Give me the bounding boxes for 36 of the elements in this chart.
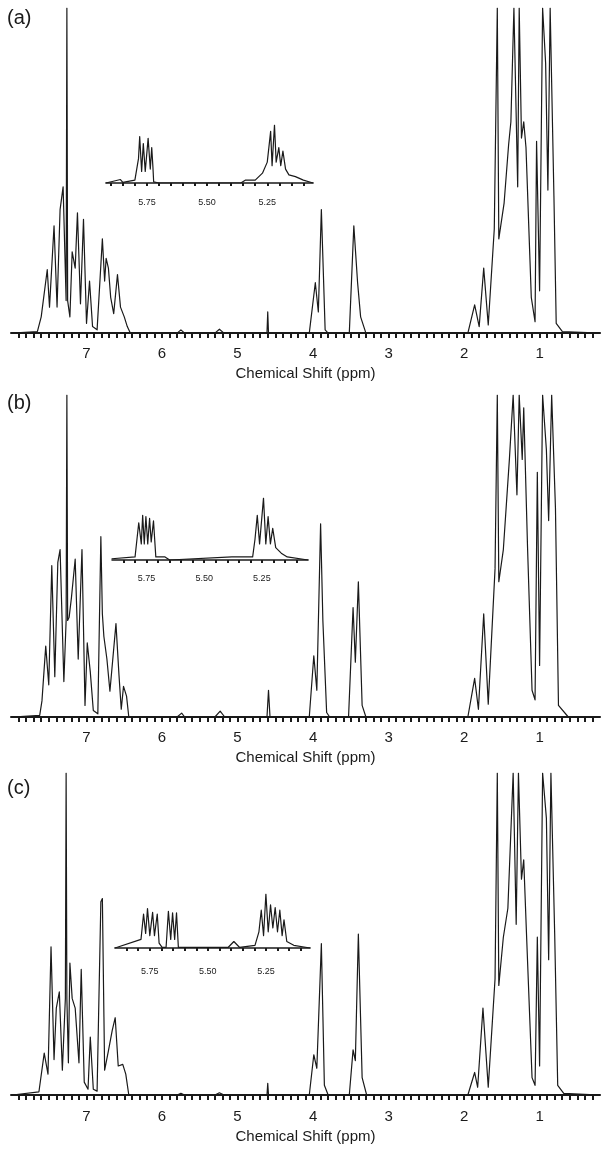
x-tick-label: 6	[157, 1107, 167, 1124]
x-tick-label: 5.75	[137, 572, 156, 583]
x-tick-label: 5.50	[195, 572, 213, 583]
x-tick-label: 7	[82, 1107, 91, 1124]
x-tick-label: 5.75	[138, 196, 156, 207]
x-tick-label: 2	[459, 728, 469, 745]
x-tick-label: 3	[384, 344, 393, 362]
x-tick-label: 1	[535, 344, 544, 362]
x-tick-label: 2	[459, 1107, 469, 1124]
x-tick-label: 5.25	[258, 196, 277, 207]
x-tick-label: 5.50	[199, 965, 217, 976]
chart-title: (c)	[7, 776, 31, 798]
x-axis-title: Chemical Shift (ppm)	[235, 747, 376, 765]
x-tick-label: 4	[308, 728, 318, 745]
x-tick-label: 6	[157, 344, 167, 362]
x-tick-label: 7	[82, 344, 91, 362]
x-tick-label: 5.25	[257, 965, 275, 976]
x-tick-label: 5	[233, 344, 242, 362]
x-tick-label: 3	[384, 728, 393, 745]
x-axis-title: Chemical Shift (ppm)	[235, 364, 376, 381]
x-tick-label: 1	[535, 728, 544, 745]
x-tick-label: 5.25	[253, 572, 271, 583]
x-tick-label: 5	[233, 1107, 242, 1124]
x-tick-label: 5	[233, 728, 242, 745]
x-tick-label: 1	[535, 1107, 544, 1124]
chart-title: (a)	[7, 6, 32, 28]
x-tick-label: 5.50	[198, 196, 216, 207]
x-tick-label: 6	[157, 728, 167, 745]
x-axis-title: Chemical Shift (ppm)	[235, 1126, 376, 1144]
x-tick-label: 4	[308, 344, 318, 362]
x-tick-label: 5.75	[141, 965, 159, 976]
chart-title: (b)	[7, 391, 32, 413]
x-tick-label: 4	[308, 1107, 318, 1124]
x-tick-label: 3	[384, 1107, 393, 1124]
x-tick-label: 7	[82, 728, 91, 745]
x-tick-label: 2	[459, 344, 469, 362]
